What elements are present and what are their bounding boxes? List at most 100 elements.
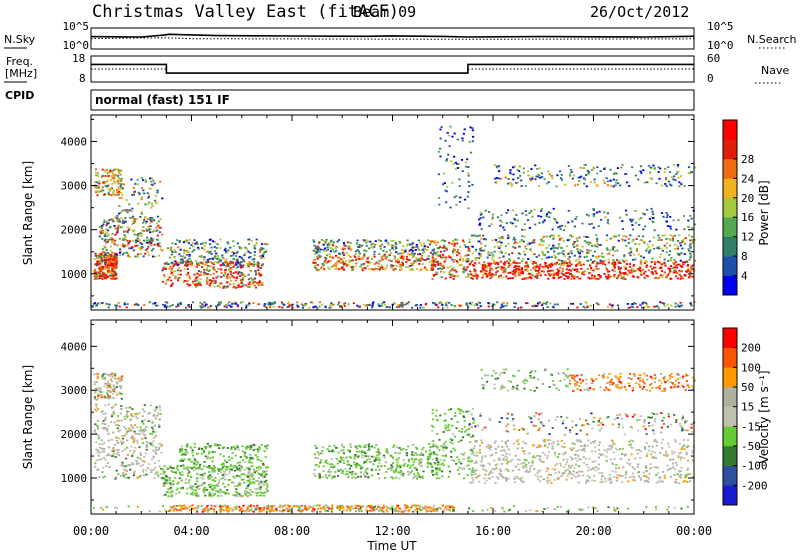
- power-scatter-cell: [677, 240, 680, 242]
- power-scatter-cell: [102, 181, 105, 183]
- power-scatter-cell: [249, 256, 252, 258]
- power-scatter-cell: [656, 245, 659, 248]
- velocity-scatter-cell: [100, 396, 103, 399]
- power-scatter-cell: [670, 184, 673, 187]
- velocity-scatter-cell: [219, 471, 223, 474]
- power-scatter-cell: [431, 254, 434, 257]
- velocity-scatter-cell: [244, 446, 248, 449]
- power-scatter-cell: [677, 219, 680, 221]
- power-scatter-cell: [443, 250, 446, 252]
- power-scatter-cell: [252, 302, 255, 304]
- power-scatter-cell: [488, 274, 491, 277]
- power-scatter-cell: [187, 272, 190, 275]
- velocity-scatter-cell: [131, 462, 134, 465]
- power-scatter-cell: [188, 253, 191, 256]
- power-scatter-cell: [347, 263, 350, 266]
- power-scatter-cell: [178, 253, 181, 256]
- power-scatter-cell: [401, 264, 405, 267]
- power-scatter-cell: [183, 280, 186, 282]
- power-scatter-cell: [216, 285, 219, 287]
- velocity-scatter-cell: [130, 445, 133, 448]
- power-scatter-cell: [529, 248, 532, 251]
- power-scatter-cell: [368, 247, 371, 250]
- power-scatter-cell: [502, 262, 505, 265]
- power-scatter-cell: [498, 177, 501, 180]
- power-scatter-cell: [117, 224, 120, 227]
- power-scatter-cell: [588, 277, 592, 280]
- power-scatter-cell: [663, 262, 666, 265]
- power-scatter-cell: [145, 239, 148, 242]
- power-scatter-cell: [689, 275, 692, 278]
- power-scatter-cell: [462, 271, 465, 274]
- power-scatter-cell: [520, 272, 523, 275]
- velocity-scatter-cell: [417, 474, 421, 476]
- power-scatter-cell: [174, 251, 177, 253]
- power-scatter-cell: [118, 173, 121, 176]
- velocity-scatter-cell: [135, 412, 139, 415]
- power-scatter-cell: [150, 206, 153, 209]
- power-scatter-cell: [468, 140, 471, 143]
- power-scatter-cell: [562, 229, 565, 232]
- velocity-scatter-cell: [236, 495, 239, 498]
- power-scatter-cell: [608, 303, 611, 306]
- velocity-scatter-cell: [397, 457, 400, 460]
- power-scatter-cell: [347, 303, 350, 306]
- power-scatter-cell: [349, 255, 352, 258]
- power-scatter-cell: [448, 271, 451, 274]
- power-scatter-cell: [407, 266, 410, 269]
- velocity-scatter-cell: [356, 456, 359, 459]
- power-scatter-cell: [109, 245, 113, 248]
- power-scatter-cell: [563, 278, 566, 280]
- power-scatter-cell: [232, 245, 235, 247]
- velocity-scatter-cell: [238, 461, 242, 464]
- velocity-scatter-cell: [185, 445, 188, 448]
- velocity-scatter-cell: [265, 479, 268, 482]
- power-scatter-cell: [559, 177, 563, 180]
- power-scatter-cell: [401, 255, 404, 258]
- power-scatter-cell: [419, 253, 422, 255]
- velocity-scatter-cell: [136, 417, 139, 420]
- power-scatter-cell: [588, 223, 591, 226]
- power-scatter-cell: [314, 250, 317, 253]
- velocity-scatter-cell: [179, 487, 183, 490]
- cpid-panel-frame: [90, 89, 695, 111]
- power-scatter-cell: [226, 261, 229, 264]
- power-scatter-cell: [473, 265, 476, 267]
- power-scatter-cell: [251, 280, 254, 282]
- velocity-scatter-cell: [207, 475, 210, 478]
- velocity-scatter-cell: [254, 491, 257, 494]
- power-scatter-cell: [328, 304, 332, 307]
- velocity-scatter-cell: [112, 455, 115, 458]
- power-scatter-cell: [116, 231, 119, 234]
- velocity-scatter-cell: [246, 445, 249, 448]
- power-scatter-cell: [503, 229, 506, 231]
- power-scatter-cell: [633, 270, 636, 273]
- velocity-scatter-cell: [249, 466, 252, 469]
- power-scatter-cell: [98, 180, 101, 183]
- power-scatter-cell: [147, 196, 150, 198]
- power-scatter-cell: [164, 282, 167, 285]
- power-scatter-cell: [666, 214, 669, 216]
- power-scatter-cell: [158, 231, 161, 234]
- power-scatter-cell: [95, 181, 98, 184]
- power-scatter-cell: [128, 240, 131, 243]
- power-scatter-cell: [583, 240, 586, 242]
- power-scatter-cell: [106, 259, 109, 261]
- power-scatter-cell: [637, 268, 640, 271]
- power-scatter-cell: [611, 247, 615, 249]
- power-scatter-cell: [227, 249, 230, 252]
- power-scatter-cell: [573, 246, 576, 248]
- power-scatter-cell: [112, 220, 115, 223]
- power-scatter-cell: [588, 241, 591, 244]
- power-scatter-cell: [657, 171, 660, 173]
- power-scatter-cell: [542, 253, 545, 255]
- velocity-scatter-cell: [116, 449, 119, 451]
- power-scatter-cell: [411, 306, 414, 309]
- power-scatter-cell: [494, 263, 497, 265]
- velocity-scatter-cell: [262, 484, 265, 486]
- velocity-scatter-cell: [192, 485, 195, 488]
- power-scatter-cell: [100, 258, 103, 261]
- power-scatter-cell: [525, 247, 528, 250]
- velocity-scatter-cell: [203, 465, 206, 468]
- power-scatter-cell: [205, 261, 208, 264]
